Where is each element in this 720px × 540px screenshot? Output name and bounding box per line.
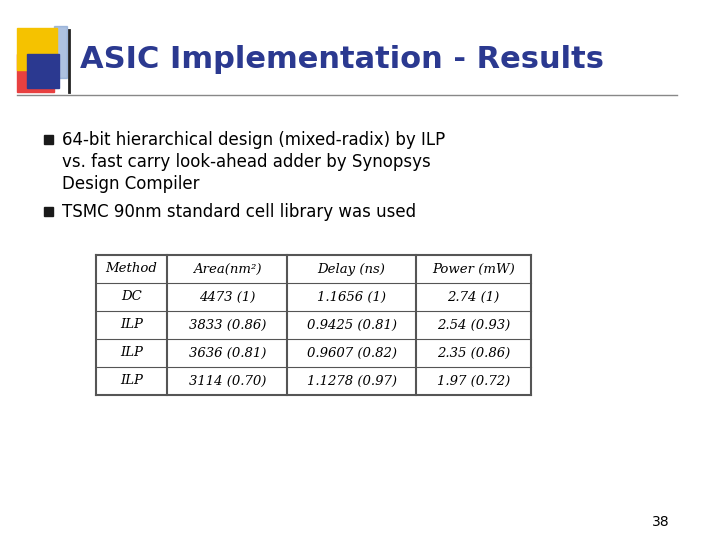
- Text: 38: 38: [652, 515, 670, 529]
- Text: 4473 (1): 4473 (1): [199, 291, 256, 303]
- Bar: [44, 207, 53, 216]
- Text: 1.97 (0.72): 1.97 (0.72): [437, 375, 510, 388]
- Text: ASIC Implementation - Results: ASIC Implementation - Results: [81, 45, 604, 75]
- Text: TSMC 90nm standard cell library was used: TSMC 90nm standard cell library was used: [62, 203, 416, 221]
- Text: Area(nm²): Area(nm²): [193, 262, 261, 275]
- Text: ILP: ILP: [120, 347, 143, 360]
- Text: Power (mW): Power (mW): [432, 262, 515, 275]
- Text: 0.9607 (0.82): 0.9607 (0.82): [307, 347, 397, 360]
- Text: ILP: ILP: [120, 319, 143, 332]
- Text: Design Compiler: Design Compiler: [62, 175, 199, 193]
- Text: 1.1656 (1): 1.1656 (1): [317, 291, 386, 303]
- Text: Delay (ns): Delay (ns): [318, 262, 386, 275]
- Bar: [27, 54, 59, 88]
- Text: 2.35 (0.86): 2.35 (0.86): [437, 347, 510, 360]
- Bar: [44, 135, 53, 144]
- Text: 2.54 (0.93): 2.54 (0.93): [437, 319, 510, 332]
- Bar: [53, 26, 67, 78]
- Text: ILP: ILP: [120, 375, 143, 388]
- Text: Method: Method: [106, 262, 158, 275]
- Text: 3636 (0.81): 3636 (0.81): [189, 347, 266, 360]
- Text: 0.9425 (0.81): 0.9425 (0.81): [307, 319, 397, 332]
- Bar: [17, 28, 58, 70]
- Text: 3114 (0.70): 3114 (0.70): [189, 375, 266, 388]
- Text: 64-bit hierarchical design (mixed-radix) by ILP: 64-bit hierarchical design (mixed-radix)…: [62, 131, 446, 149]
- Bar: [17, 54, 53, 92]
- Text: vs. fast carry look-ahead adder by Synopsys: vs. fast carry look-ahead adder by Synop…: [62, 153, 431, 171]
- Text: 2.74 (1): 2.74 (1): [448, 291, 500, 303]
- Text: 3833 (0.86): 3833 (0.86): [189, 319, 266, 332]
- Text: DC: DC: [121, 291, 142, 303]
- Text: 1.1278 (0.97): 1.1278 (0.97): [307, 375, 397, 388]
